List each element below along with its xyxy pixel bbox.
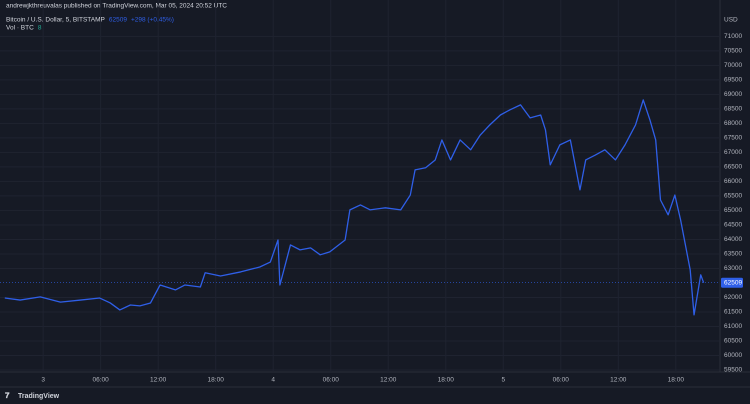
y-tick-label: 64000 [724, 236, 742, 243]
x-tick-label: 12:00 [610, 377, 627, 384]
y-tick-label: 70500 [724, 48, 742, 55]
y-tick-label: 63500 [724, 251, 742, 258]
y-tick-label: 65000 [724, 207, 742, 214]
price-change: +298 (+0.45%) [131, 17, 174, 24]
x-tick-label: 06:00 [93, 377, 110, 384]
y-tick-label: 70000 [724, 62, 742, 69]
symbol-title: Bitcoin / U.S. Dollar, 5, BITSTAMP [6, 17, 105, 24]
volume-label: Vol · BTC [6, 25, 34, 32]
last-price-badge-label: 62509 [724, 279, 742, 286]
y-tick-label: 61500 [724, 309, 742, 316]
footer [0, 387, 750, 404]
x-tick-label: 4 [271, 377, 275, 384]
x-tick-label: 06:00 [323, 377, 340, 384]
x-tick-label: 3 [41, 377, 45, 384]
x-tick-label: 5 [501, 377, 505, 384]
y-tick-label: 66000 [724, 178, 742, 185]
y-tick-label: 69000 [724, 91, 742, 98]
y-unit: USD [724, 17, 738, 24]
y-tick-label: 64500 [724, 222, 742, 229]
y-tick-label: 67500 [724, 135, 742, 142]
price-line [4, 99, 705, 316]
y-tick-label: 61000 [724, 323, 742, 330]
x-tick-label: 18:00 [208, 377, 225, 384]
x-tick-label: 06:00 [553, 377, 570, 384]
x-tick-label: 12:00 [380, 377, 397, 384]
y-tick-label: 65500 [724, 193, 742, 200]
x-tick-label: 18:00 [438, 377, 455, 384]
y-tick-label: 59500 [724, 367, 742, 374]
publisher-line: andrewjkthreuvalas published on TradingV… [6, 3, 227, 10]
y-tick-label: 60000 [724, 352, 742, 359]
y-tick-label: 66500 [724, 164, 742, 171]
logo: TradingView [18, 393, 60, 400]
y-tick-label: 71000 [724, 33, 742, 40]
y-tick-label: 67000 [724, 149, 742, 156]
volume-value: 8 [38, 25, 42, 32]
y-tick-label: 68000 [724, 120, 742, 127]
y-tick-label: 63000 [724, 265, 742, 272]
last-price-badge [721, 277, 743, 288]
x-tick-label: 12:00 [150, 377, 167, 384]
logo-icon: 𝟕 [5, 391, 10, 400]
y-tick-label: 68500 [724, 106, 742, 113]
y-tick-label: 62000 [724, 294, 742, 301]
y-tick-label: 69500 [724, 77, 742, 84]
y-tick-label: 60500 [724, 338, 742, 345]
grid [0, 0, 720, 372]
last-price: 62509 [109, 17, 127, 24]
x-tick-label: 18:00 [668, 377, 685, 384]
